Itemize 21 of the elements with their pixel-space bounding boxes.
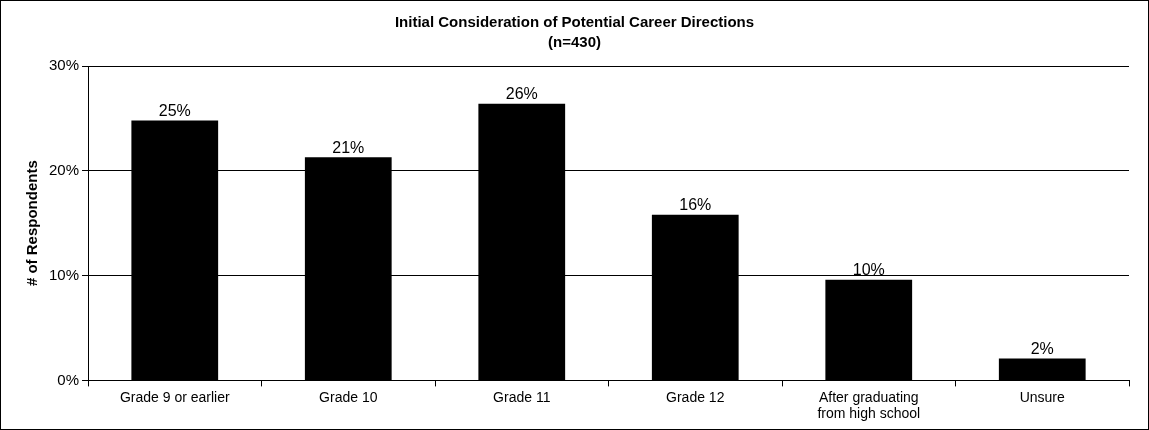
x-tick-label: Grade 11 — [493, 388, 551, 405]
data-label: 26% — [505, 85, 538, 103]
data-label: 10% — [852, 261, 885, 279]
y-tick-label: 10% — [48, 265, 80, 283]
data-label: 2% — [1030, 339, 1054, 357]
x-tick-label: Grade 10 — [319, 388, 378, 405]
chart-title: Initial Consideration of Potential Career Directions — [394, 13, 755, 31]
y-tick-label: 30% — [48, 56, 80, 74]
x-tick-label: After graduating from high school — [817, 388, 921, 422]
y-tick-label: 20% — [48, 160, 80, 178]
data-label: 16% — [679, 196, 712, 214]
y-tick-label: 0% — [57, 370, 80, 388]
data-label: 25% — [158, 101, 191, 119]
x-tick-label: Grade 9 or earlier — [119, 388, 230, 405]
chart-subtitle: (n=430) — [548, 33, 601, 51]
x-tick-label: Grade 12 — [666, 388, 725, 405]
data-label: 21% — [332, 138, 365, 156]
y-axis-title: # of Respondents — [23, 160, 41, 287]
bar — [825, 279, 913, 380]
x-tick-label: Unsure — [1019, 388, 1066, 405]
bar — [998, 358, 1086, 380]
